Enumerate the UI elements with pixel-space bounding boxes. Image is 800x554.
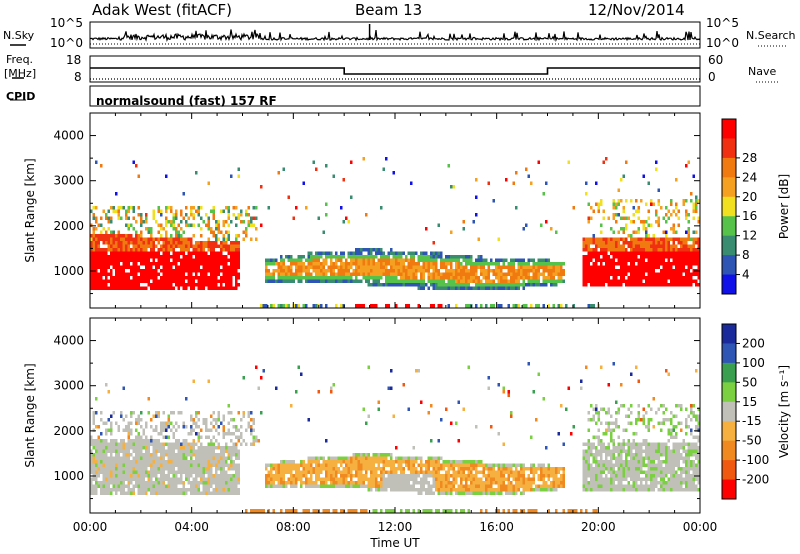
- colorbar-segment: [722, 157, 736, 178]
- y-axis-label: Slant Range [km]: [23, 363, 37, 467]
- freq-unit-label: [MHz]: [4, 67, 37, 80]
- colorbar-segment: [722, 216, 736, 237]
- colorbar-tick-label: 8: [742, 248, 750, 262]
- y-tick-label: 1000: [53, 469, 84, 483]
- freq-left-top-tick: 18: [66, 53, 82, 67]
- y-tick-label: 4000: [53, 334, 84, 348]
- beam-title: Beam 13: [355, 1, 423, 19]
- colorbar-segment: [722, 421, 736, 442]
- colorbar-tick-label: -200: [742, 473, 769, 487]
- x-axis-label: Time UT: [369, 536, 420, 550]
- colorbar-tick-label: 200: [742, 336, 765, 350]
- x-tick-label: 16:00: [479, 520, 514, 534]
- colorbar-segment: [722, 382, 736, 403]
- nave-label: Nave: [748, 65, 777, 78]
- y-tick-label: 1000: [53, 264, 84, 278]
- colorbar-tick-label: 28: [742, 151, 757, 165]
- colorbar-tick-label: 12: [742, 229, 757, 243]
- y-tick-label: 2000: [53, 424, 84, 438]
- colorbar-tick-label: 15: [742, 395, 757, 409]
- velocity-heatmap-cells: [90, 362, 700, 513]
- power-heatmap-cells: [90, 157, 700, 308]
- colorbar-segment: [722, 196, 736, 217]
- noise-right-bottom-tick: 10^0: [706, 36, 739, 50]
- noise-right-top-tick: 10^5: [706, 16, 739, 30]
- freq-right-bottom-tick: 0: [708, 70, 716, 84]
- freq-label: Freq.: [6, 53, 34, 66]
- y-axis-label: Slant Range [km]: [23, 158, 37, 262]
- colorbar-segment: [722, 479, 736, 500]
- freq-panel-frame: [89, 55, 701, 83]
- colorbar-segment: [722, 177, 736, 198]
- cpid-panel-frame: [89, 85, 701, 107]
- nsky-label: N.Sky: [3, 29, 35, 42]
- colorbar-frame: [721, 118, 737, 295]
- noise-panel-frame: [89, 21, 701, 49]
- colorbar-label: Velocity [m s⁻¹]: [777, 365, 791, 458]
- colorbar-segment: [722, 362, 736, 383]
- noise-left-top-tick: 10^5: [50, 16, 83, 30]
- freq-series-line: [90, 67, 700, 75]
- colorbar-segment: [722, 401, 736, 422]
- freq-left-bottom-tick: 8: [74, 70, 82, 84]
- x-tick-label: 12:00: [378, 520, 413, 534]
- freq-right-top-tick: 60: [708, 53, 724, 67]
- x-tick-label: 04:00: [174, 520, 209, 534]
- colorbar-segment: [722, 255, 736, 276]
- colorbar-segment: [722, 235, 736, 256]
- colorbar-tick-label: 100: [742, 356, 765, 370]
- y-tick-label: 2000: [53, 219, 84, 233]
- x-tick-label: 20:00: [581, 520, 616, 534]
- x-tick-label: 00:00: [73, 520, 108, 534]
- colorbar-tick-label: -15: [742, 414, 762, 428]
- colorbar-label: Power [dB]: [777, 174, 791, 239]
- nsearch-label: N.Search: [746, 29, 796, 42]
- colorbar-tick-label: 20: [742, 190, 757, 204]
- colorbar-segment: [722, 460, 736, 481]
- colorbar-tick-label: 16: [742, 209, 757, 223]
- station-title: Adak West (fitACF): [92, 1, 232, 19]
- cpid-text: normalsound (fast) 157 RF: [96, 94, 277, 108]
- colorbar-tick-label: 50: [742, 375, 757, 389]
- noise-left-bottom-tick: 10^0: [50, 36, 83, 50]
- y-tick-label: 3000: [53, 174, 84, 188]
- colorbar-segment: [722, 274, 736, 295]
- colorbar-segment: [722, 119, 736, 139]
- colorbar-segment: [722, 440, 736, 461]
- colorbar-tick-label: 4: [742, 268, 750, 282]
- x-tick-label: 00:00: [683, 520, 718, 534]
- colorbar-tick-label: -100: [742, 453, 769, 467]
- colorbar-segment: [722, 343, 736, 364]
- colorbar-segment: [722, 138, 736, 159]
- noise-nsky-series: [89, 29, 701, 43]
- colorbar-tick-label: 24: [742, 170, 757, 184]
- colorbar-tick-label: -50: [742, 434, 762, 448]
- y-tick-label: 4000: [53, 129, 84, 143]
- colorbar-segment: [722, 324, 736, 344]
- date-title: 12/Nov/2014: [588, 1, 685, 19]
- x-tick-label: 08:00: [276, 520, 311, 534]
- colorbar-frame: [721, 323, 737, 500]
- y-tick-label: 3000: [53, 379, 84, 393]
